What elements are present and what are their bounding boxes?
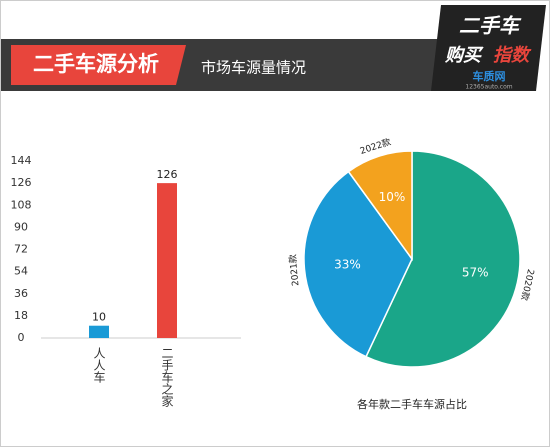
y-tick-label: 54	[14, 265, 28, 278]
pie-title: 各年款二手车车源占比	[357, 397, 467, 411]
header-title: 二手车源分析	[33, 52, 159, 76]
bar	[157, 183, 177, 338]
value-label: 10	[92, 311, 106, 324]
logo-line2a: 购买	[444, 45, 484, 66]
logo-line1: 二手车	[459, 14, 522, 38]
y-tick-label: 108	[11, 198, 32, 211]
x-tick-label: 人人车	[92, 347, 106, 384]
value-label: 10%	[379, 190, 406, 204]
x-tick-label: 二手车之家	[160, 347, 174, 407]
logo-line2b: 指数	[493, 45, 532, 66]
pie-slice	[347, 150, 413, 262]
bar	[89, 325, 109, 338]
header-tag	[11, 45, 186, 85]
header-subtitle: 市场车源量情况	[201, 59, 306, 77]
y-tick-label: 144	[11, 154, 32, 167]
value-label: 126	[157, 168, 178, 181]
logo-brand: 车质网	[473, 69, 506, 83]
logo-bg	[431, 5, 546, 91]
value-label: 57%	[462, 266, 489, 280]
slice-label: 2021款	[287, 254, 302, 287]
value-label: 33%	[334, 258, 361, 272]
slice-label: 2020款	[518, 268, 537, 302]
pie-slice	[365, 150, 521, 368]
pie-slice	[303, 170, 413, 358]
y-tick-label: 90	[14, 220, 28, 233]
y-tick-label: 0	[18, 331, 25, 344]
logo-site: 12365auto.com	[465, 84, 512, 91]
y-tick-label: 72	[14, 243, 28, 256]
y-tick-label: 36	[14, 287, 28, 300]
y-tick-label: 126	[11, 176, 32, 189]
y-tick-label: 18	[14, 309, 28, 322]
